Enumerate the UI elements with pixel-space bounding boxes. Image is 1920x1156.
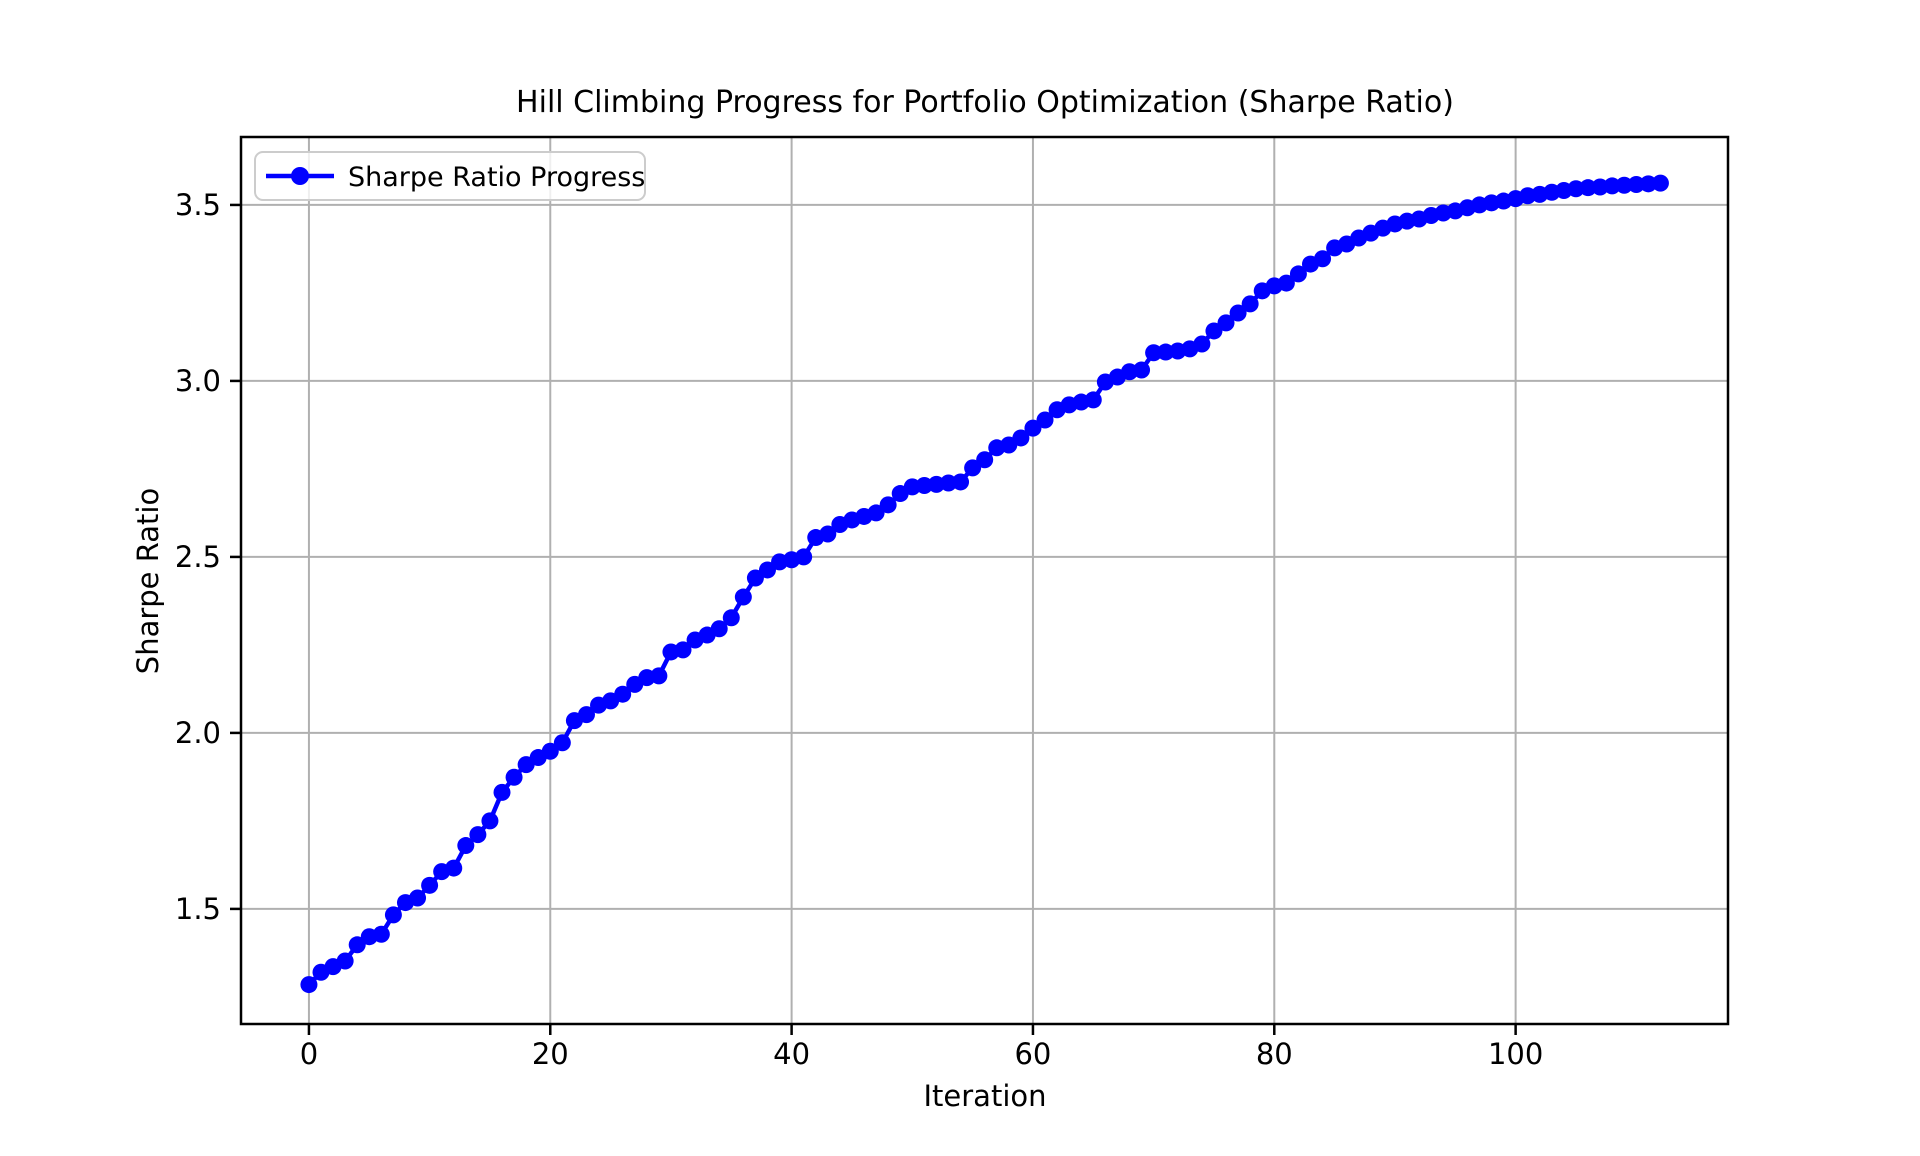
- data-point-marker: [1627, 176, 1645, 194]
- data-point-marker: [409, 889, 427, 907]
- data-point-marker: [1603, 177, 1621, 195]
- data-point-marker: [746, 569, 764, 587]
- data-point-marker: [650, 667, 668, 685]
- data-point-marker: [795, 548, 813, 566]
- y-axis-label: Sharpe Ratio: [131, 488, 165, 674]
- data-point-marker: [1651, 174, 1669, 192]
- data-point-marker: [1133, 361, 1151, 379]
- legend-marker-icon: [291, 167, 309, 185]
- legend-entry-label: Sharpe Ratio Progress: [348, 162, 645, 193]
- axis-ticks: [230, 203, 1517, 1035]
- y-tick-label: 1.5: [175, 892, 221, 926]
- data-point-marker: [1579, 179, 1597, 197]
- data-point-marker: [819, 525, 837, 543]
- x-tick-label: 0: [300, 1037, 318, 1071]
- x-tick-label: 20: [532, 1037, 569, 1071]
- data-point-marker: [1217, 314, 1235, 332]
- data-point-marker: [445, 859, 463, 877]
- data-point-marker: [758, 561, 776, 579]
- data-point-marker: [481, 812, 499, 830]
- data-point-marker: [1639, 175, 1657, 193]
- x-tick-label: 40: [773, 1037, 810, 1071]
- plot-border: [239, 135, 1730, 1026]
- data-point-marker: [1193, 335, 1211, 353]
- data-point-marker: [674, 641, 692, 659]
- data-point-marker: [952, 473, 970, 491]
- data-point-marker: [577, 706, 595, 724]
- data-point-marker: [976, 451, 994, 469]
- data-point-marker: [336, 952, 354, 970]
- series-sharpe-ratio-progress: [300, 174, 1669, 994]
- legend: Sharpe Ratio Progress: [254, 151, 646, 201]
- data-point-marker: [300, 976, 318, 994]
- data-point-marker: [1241, 295, 1259, 313]
- data-point-marker: [734, 588, 752, 606]
- data-point-marker: [867, 504, 885, 522]
- x-tick-label: 60: [1014, 1037, 1051, 1071]
- data-point-marker: [879, 496, 897, 514]
- data-point-marker: [1084, 391, 1102, 409]
- x-tick-label: 100: [1488, 1037, 1543, 1071]
- data-point-marker: [469, 826, 487, 844]
- data-point-marker: [614, 685, 632, 703]
- x-tick-label: 80: [1256, 1037, 1293, 1071]
- x-axis-label: Iteration: [923, 1079, 1046, 1113]
- data-point-marker: [1314, 250, 1332, 268]
- data-point-marker: [1615, 176, 1633, 194]
- data-point-marker: [457, 837, 475, 855]
- gridlines: [241, 137, 1728, 1024]
- y-tick-label: 3.0: [175, 364, 221, 398]
- data-point-marker: [710, 620, 728, 638]
- data-point-marker: [421, 876, 439, 894]
- data-point-marker: [1229, 304, 1247, 322]
- data-point-marker: [493, 783, 511, 801]
- y-tick-label: 2.5: [175, 540, 221, 574]
- data-point-marker: [372, 925, 390, 943]
- data-point-marker: [1145, 344, 1163, 362]
- data-point-marker: [1012, 429, 1030, 447]
- y-tick-label: 2.0: [175, 716, 221, 750]
- data-point-marker: [1024, 419, 1042, 437]
- data-point-marker: [348, 936, 366, 954]
- data-point-marker: [1205, 322, 1223, 340]
- chart-title: Hill Climbing Progress for Portfolio Opt…: [516, 85, 1454, 120]
- data-point-marker: [1289, 265, 1307, 283]
- data-point-marker: [505, 768, 523, 786]
- data-point-marker: [1036, 411, 1054, 429]
- legend-box: [254, 151, 646, 201]
- y-tick-label: 3.5: [175, 188, 221, 222]
- data-point-marker: [384, 906, 402, 924]
- tick-labels: 0 20 40 60 80 100 1.5 2.0 2.5 3.0 3.5: [175, 188, 1543, 1071]
- data-point-marker: [722, 609, 740, 627]
- data-point-marker: [553, 734, 571, 752]
- data-point-marker: [541, 742, 559, 760]
- data-point-marker: [964, 459, 982, 477]
- data-point-marker: [1277, 274, 1295, 292]
